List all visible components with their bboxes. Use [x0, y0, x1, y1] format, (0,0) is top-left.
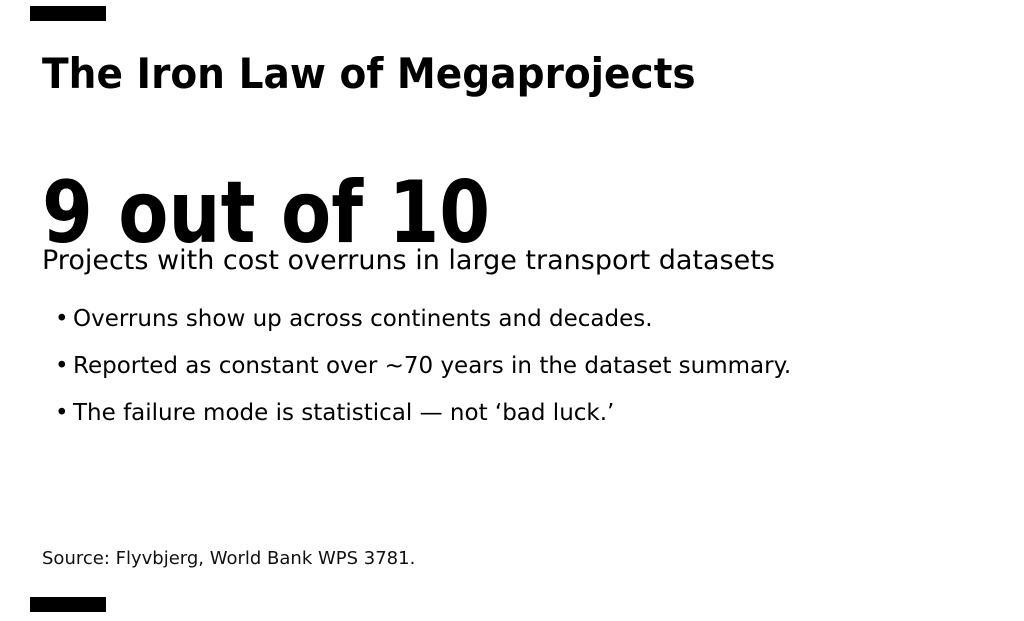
bullet-marker-icon: •	[55, 306, 69, 332]
big-stat: 9 out of 10	[42, 163, 491, 263]
bullet-item: • Reported as constant over ~70 years in …	[55, 355, 791, 378]
bullet-text: Overruns show up across continents and d…	[73, 306, 653, 332]
bullet-item: • The failure mode is statistical — not ‘…	[55, 402, 614, 425]
slide-title: The Iron Law of Megaprojects	[42, 49, 696, 98]
bullet-marker-icon: •	[55, 400, 69, 426]
bullet-text: The failure mode is statistical — not ‘b…	[73, 400, 615, 426]
accent-bar-top	[30, 6, 106, 21]
bullet-marker-icon: •	[55, 353, 69, 379]
source-note: Source: Flyvbjerg, World Bank WPS 3781.	[42, 548, 416, 569]
stat-subtitle: Projects with cost overruns in large tra…	[42, 245, 775, 276]
bullet-text: Reported as constant over ~70 years in t…	[73, 353, 792, 379]
bullet-item: • Overruns show up across continents and …	[55, 308, 653, 331]
accent-bar-bottom	[30, 597, 106, 612]
